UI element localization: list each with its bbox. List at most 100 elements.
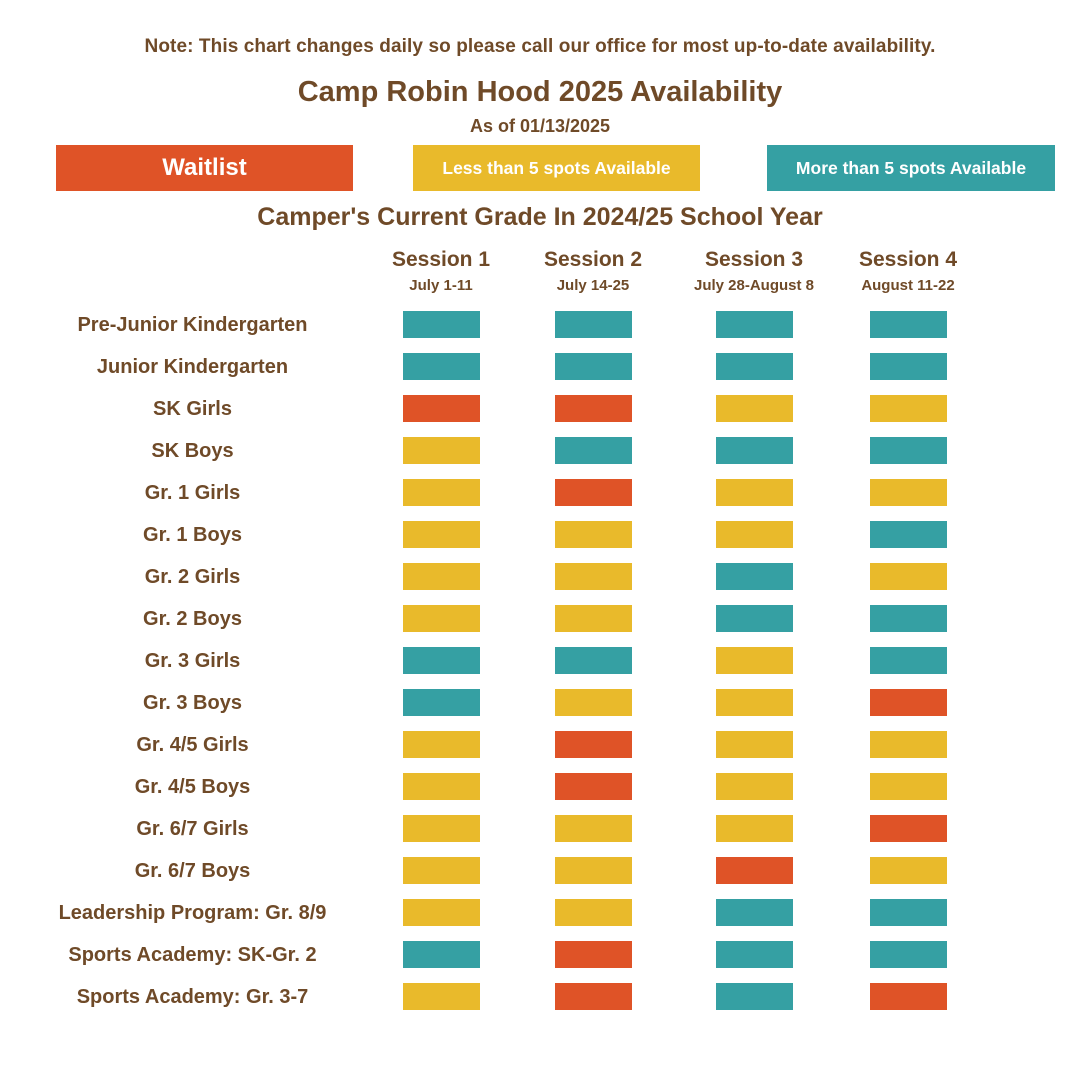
grade-row: SK Boys <box>0 430 1080 472</box>
availability-cell-less-than-5 <box>555 689 632 716</box>
grade-row-label: Gr. 6/7 Boys <box>134 860 251 882</box>
session-3-header: Session 3 July 28-August 8 <box>649 248 859 294</box>
availability-cell-less-than-5 <box>403 563 480 590</box>
session-4-header: Session 4 August 11-22 <box>803 248 1013 294</box>
availability-cell-less-than-5 <box>555 605 632 632</box>
grade-row: Sports Academy: SK-Gr. 2 <box>0 934 1080 976</box>
availability-cell-waitlist <box>555 941 632 968</box>
session-4-name: Session 4 <box>858 248 958 271</box>
availability-cell-more-than-5 <box>403 353 480 380</box>
session-3-dates: July 28-August 8 <box>693 277 815 294</box>
availability-cell-more-than-5 <box>870 647 947 674</box>
availability-cell-less-than-5 <box>716 815 793 842</box>
availability-cell-more-than-5 <box>870 521 947 548</box>
legend-more-than-5-badge: More than 5 spots Available <box>767 145 1055 191</box>
grade-row-label: Gr. 4/5 Boys <box>134 776 251 798</box>
legend-waitlist-badge: Waitlist <box>56 145 353 191</box>
availability-cell-less-than-5 <box>716 647 793 674</box>
grade-row: Junior Kindergarten <box>0 346 1080 388</box>
availability-cell-more-than-5 <box>870 437 947 464</box>
session-3-name: Session 3 <box>704 248 804 271</box>
availability-cell-less-than-5 <box>870 395 947 422</box>
availability-cell-more-than-5 <box>716 899 793 926</box>
availability-cell-less-than-5 <box>403 857 480 884</box>
availability-cell-less-than-5 <box>716 731 793 758</box>
grade-row-label: Gr. 1 Girls <box>144 482 241 504</box>
availability-cell-less-than-5 <box>716 689 793 716</box>
availability-cell-waitlist <box>555 773 632 800</box>
availability-cell-less-than-5 <box>555 521 632 548</box>
availability-cell-more-than-5 <box>555 353 632 380</box>
availability-cell-less-than-5 <box>403 479 480 506</box>
availability-cell-less-than-5 <box>403 773 480 800</box>
grade-row: Gr. 4/5 Girls <box>0 724 1080 766</box>
availability-cell-waitlist <box>716 857 793 884</box>
availability-cell-more-than-5 <box>716 353 793 380</box>
grade-row-label: Gr. 6/7 Girls <box>136 818 249 840</box>
availability-cell-waitlist <box>870 815 947 842</box>
grade-row-label: Gr. 3 Boys <box>143 692 242 714</box>
availability-cell-less-than-5 <box>870 857 947 884</box>
availability-cell-more-than-5 <box>716 941 793 968</box>
grade-row: Gr. 4/5 Boys <box>0 766 1080 808</box>
grade-row: Pre-Junior Kindergarten <box>0 304 1080 346</box>
availability-cell-waitlist <box>403 395 480 422</box>
availability-cell-more-than-5 <box>870 899 947 926</box>
availability-cell-more-than-5 <box>555 437 632 464</box>
grade-row-label: Sports Academy: SK-Gr. 2 <box>68 944 317 966</box>
availability-cell-more-than-5 <box>403 941 480 968</box>
availability-cell-less-than-5 <box>716 521 793 548</box>
availability-cell-less-than-5 <box>555 899 632 926</box>
grade-row-label: Gr. 2 Boys <box>143 608 242 630</box>
availability-cell-waitlist <box>555 731 632 758</box>
availability-cell-less-than-5 <box>403 731 480 758</box>
grade-row: Sports Academy: Gr. 3-7 <box>0 976 1080 1018</box>
grade-row-label: Pre-Junior Kindergarten <box>77 314 308 336</box>
availability-cell-more-than-5 <box>403 689 480 716</box>
session-1-dates: July 1-11 <box>409 277 473 294</box>
session-2-dates: July 14-25 <box>556 277 630 294</box>
availability-cell-more-than-5 <box>716 437 793 464</box>
availability-cell-more-than-5 <box>403 311 480 338</box>
grade-row: Gr. 1 Boys <box>0 514 1080 556</box>
availability-cell-more-than-5 <box>870 311 947 338</box>
availability-cell-more-than-5 <box>555 311 632 338</box>
availability-cell-less-than-5 <box>403 437 480 464</box>
grade-row-label: Leadership Program: Gr. 8/9 <box>58 902 327 924</box>
availability-cell-less-than-5 <box>870 773 947 800</box>
availability-cell-less-than-5 <box>870 563 947 590</box>
availability-cell-more-than-5 <box>716 605 793 632</box>
grade-row-label: Gr. 2 Girls <box>144 566 241 588</box>
availability-cell-more-than-5 <box>716 311 793 338</box>
legend-less-than-5-badge: Less than 5 spots Available <box>413 145 700 191</box>
availability-cell-more-than-5 <box>870 941 947 968</box>
grade-row: Leadership Program: Gr. 8/9 <box>0 892 1080 934</box>
grade-row-label: Gr. 4/5 Girls <box>136 734 249 756</box>
availability-cell-less-than-5 <box>716 773 793 800</box>
grade-row-label: SK Girls <box>153 398 232 420</box>
availability-cell-less-than-5 <box>403 815 480 842</box>
grade-row: Gr. 3 Girls <box>0 640 1080 682</box>
availability-cell-more-than-5 <box>555 647 632 674</box>
note-text: Note: This chart changes daily so please… <box>144 36 936 57</box>
grade-row: Gr. 2 Boys <box>0 598 1080 640</box>
availability-cell-less-than-5 <box>716 479 793 506</box>
availability-cell-less-than-5 <box>870 731 947 758</box>
availability-cell-waitlist <box>870 689 947 716</box>
grade-row-label: Gr. 1 Boys <box>143 524 242 546</box>
grade-row: SK Girls <box>0 388 1080 430</box>
grade-header: Camper's Current Grade In 2024/25 School… <box>257 203 823 231</box>
availability-grid: Pre-Junior Kindergarten Junior Kindergart… <box>0 304 1080 1018</box>
grade-row: Gr. 6/7 Girls <box>0 808 1080 850</box>
page-title: Camp Robin Hood 2025 Availability <box>297 76 783 108</box>
availability-cell-less-than-5 <box>403 605 480 632</box>
session-2-name: Session 2 <box>543 248 643 271</box>
availability-cell-more-than-5 <box>716 983 793 1010</box>
grade-row: Gr. 1 Girls <box>0 472 1080 514</box>
session-4-dates: August 11-22 <box>861 277 955 294</box>
availability-cell-waitlist <box>555 479 632 506</box>
availability-cell-less-than-5 <box>870 479 947 506</box>
availability-cell-less-than-5 <box>403 983 480 1010</box>
availability-cell-less-than-5 <box>716 395 793 422</box>
as-of-date: As of 01/13/2025 <box>469 116 611 136</box>
